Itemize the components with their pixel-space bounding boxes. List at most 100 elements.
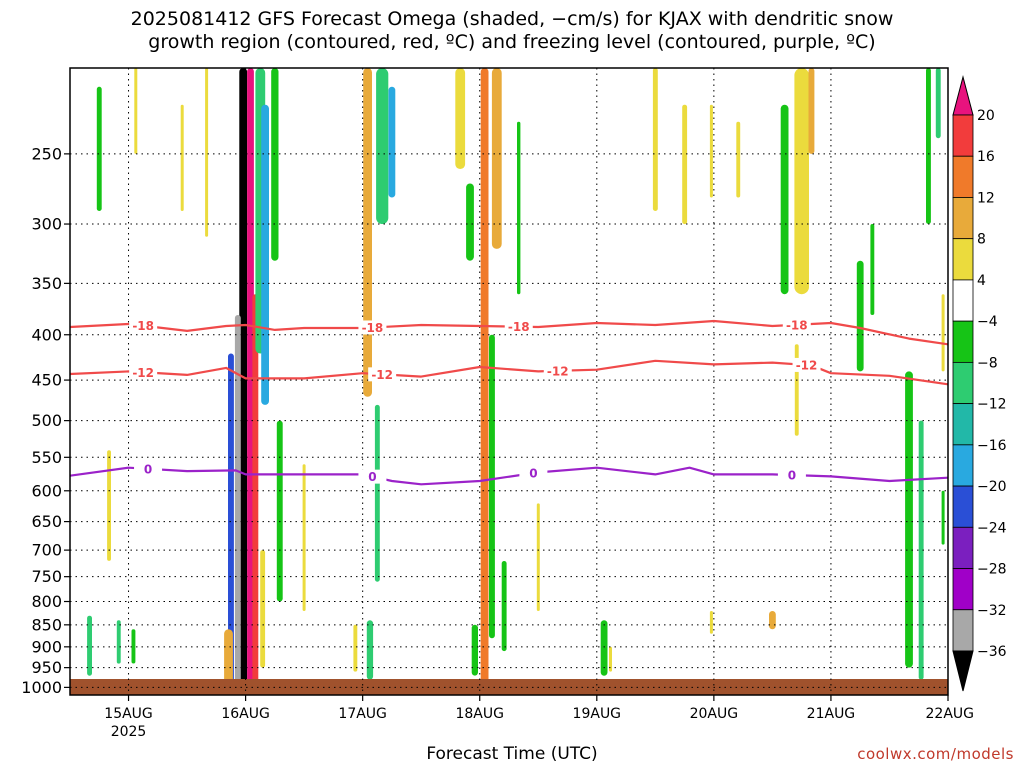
omega-band-13 [388,86,396,198]
x-tick-label-19AUG: 19AUG [573,706,622,722]
y-tick-label-300: 300 [31,215,62,234]
omega-band-1 [234,315,241,690]
omega-band-50 [134,68,138,154]
omega-band-4 [228,353,234,688]
contour-label-bg-0-1 [358,320,387,335]
colorbar-swatch-12 [952,609,974,652]
omega-band-12 [376,68,389,224]
x-tick-label-22AUG: 22AUG [926,706,975,722]
y-tick-label-850: 850 [31,615,62,634]
omega-band-23 [466,183,474,261]
colorbar-swatch-3 [952,238,974,281]
omega-band-35 [769,611,776,630]
y-tick-label-1000: 1000 [21,678,62,697]
contour-label-1-0: -12 [132,366,154,380]
y-tick-label-600: 600 [31,481,62,500]
contour-label-1-3: -12 [796,358,818,372]
colorbar-swatch-1 [952,155,974,198]
colorbar-label-11: −28 [977,562,1007,578]
omega-band-29 [709,104,713,198]
omega-band-32 [780,104,789,295]
omega-band-19 [489,334,495,639]
omega-band-40 [918,420,924,680]
y-axis: 250 300 350 400 450 500 550 600 650 700 750 800 850 9… [21,144,70,697]
x-year-label: 2025 [111,724,147,740]
omega-band-48 [131,629,136,664]
omega-band-41 [926,68,931,224]
colorbar-swatch-11 [952,568,974,611]
y-tick-label-950: 950 [31,658,62,677]
omega-band-54 [517,121,521,295]
colorbar-swatch-8 [952,444,974,487]
colorbar-swatch-10 [952,526,974,569]
x-tick-label-21AUG: 21AUG [807,706,856,722]
contour-label-bg-1-1 [368,367,397,382]
contour-label-0-0: -18 [132,319,154,333]
omega-band-6 [261,104,269,405]
omega-band-37 [856,260,864,372]
omega-band-34 [808,68,815,154]
contour-label-2-1: 0 [368,470,376,484]
contour-label-1-1: -12 [371,368,393,382]
y-tick-label-400: 400 [31,325,62,344]
omega-band-49 [96,86,102,211]
y-tick-label-650: 650 [31,512,62,531]
chart-title-line2: growth region (contoured, red, ºC) and f… [148,31,876,53]
y-tick-label-550: 550 [31,448,62,467]
contour-label-bg-1-3 [792,357,821,372]
y-tick-label-800: 800 [31,592,62,611]
chart-title-line1: 2025081412 GFS Forecast Omega (shaded, −… [130,8,894,30]
omega-band-53 [302,464,306,611]
omega-band-11 [363,68,372,397]
omega-band-47 [116,620,121,664]
omega-band-16 [353,624,358,672]
omega-band-7 [271,68,279,261]
colorbar-label-0: 20 [977,108,995,124]
chart-title: 2025081412 GFS Forecast Omega (shaded, −… [0,8,1024,54]
colorbar-label-12: −32 [977,603,1007,619]
colorbar-label-2: 12 [977,190,995,206]
colorbar-swatch-7 [952,403,974,446]
plot-frame [69,67,949,696]
contour-label-bg-0-3 [782,317,811,332]
ground-surface [70,679,948,695]
omega-band-14 [374,404,380,582]
grid-lines [70,68,949,695]
colorbar-label-1: 16 [977,149,995,165]
omega-band-45 [87,615,92,676]
omega-band-30 [709,611,713,634]
omega-band-39 [905,371,913,668]
colorbar-label-10: −24 [977,520,1007,536]
omega-band-25 [609,646,612,672]
contour-label-bg-1-0 [129,365,158,380]
contour-label-bg-2-1 [358,469,387,484]
omega-band-8 [276,420,283,602]
x-axis: 15AUG 16AUG 17AUG 18AUG 19AUG 20AUG 21AUG 22AUG… [104,695,974,740]
colorbar-label-6: −8 [977,355,998,371]
omega-band-10 [260,550,266,668]
x-tick-label-15AUG: 15AUG [104,706,153,722]
y-tick-label-250: 250 [31,144,62,163]
contour-0 [70,319,948,346]
omega-band-0 [239,68,248,695]
omega-band-51 [180,104,184,211]
colorbar-label-13: −36 [977,644,1007,660]
x-axis-title: Forecast Time (UTC) [426,744,598,764]
omega-band-27 [652,68,658,211]
colorbar-swatch-9 [952,485,974,528]
colorbar-swatch-5 [952,320,974,363]
omega-band-21 [471,624,478,676]
omega-band-22 [455,68,466,169]
y-tick-label-500: 500 [31,411,62,430]
omega-band-43 [941,294,945,372]
contour-label-0-3: -18 [786,318,808,332]
x-tick-label-17AUG: 17AUG [338,706,387,722]
contour-lines: -18 -18 -18 -18 -12 -12 -12 -12 0 0 0 0 [70,317,948,486]
colorbar-label-4: 4 [977,273,986,289]
colorbar: 20 16 12 8 4 −4 −8 −12 −16 −20 −24 −28 −32 −36 [952,75,1007,692]
omega-shading [87,68,945,695]
y-tick-label-450: 450 [31,371,62,390]
credit-link[interactable]: coolwx.com/models [857,745,1014,763]
